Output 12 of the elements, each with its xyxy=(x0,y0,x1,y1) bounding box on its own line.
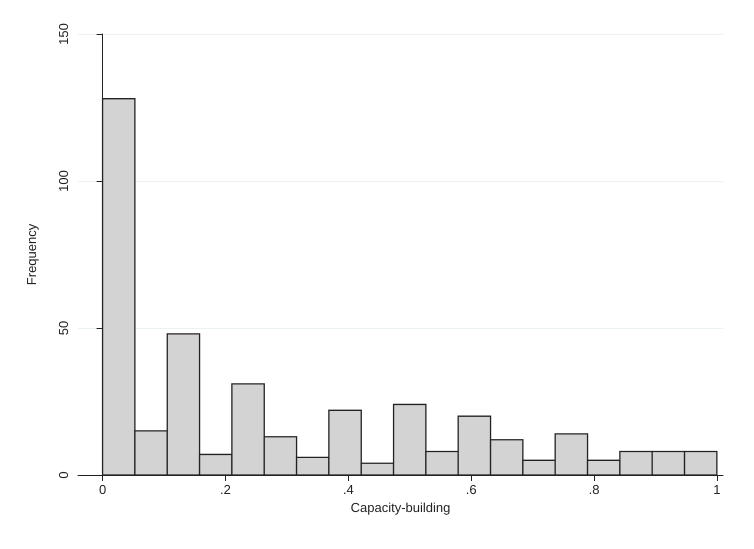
y-tick-label: 0 xyxy=(56,471,71,479)
y-axis-title: Frequency xyxy=(24,223,39,286)
x-axis-title: Capacity-building xyxy=(350,500,450,515)
x-tick-label: 1 xyxy=(713,482,720,497)
y-tick-label: 150 xyxy=(56,23,71,45)
x-tick-label: 0 xyxy=(98,482,106,497)
x-tick-label: .6 xyxy=(466,482,477,497)
x-tick-label: .2 xyxy=(220,482,231,497)
x-tick-label: .8 xyxy=(588,482,600,497)
x-tick-label: .4 xyxy=(342,482,354,497)
y-tick-label: 50 xyxy=(56,320,71,336)
y-tick-label: 100 xyxy=(56,170,71,192)
